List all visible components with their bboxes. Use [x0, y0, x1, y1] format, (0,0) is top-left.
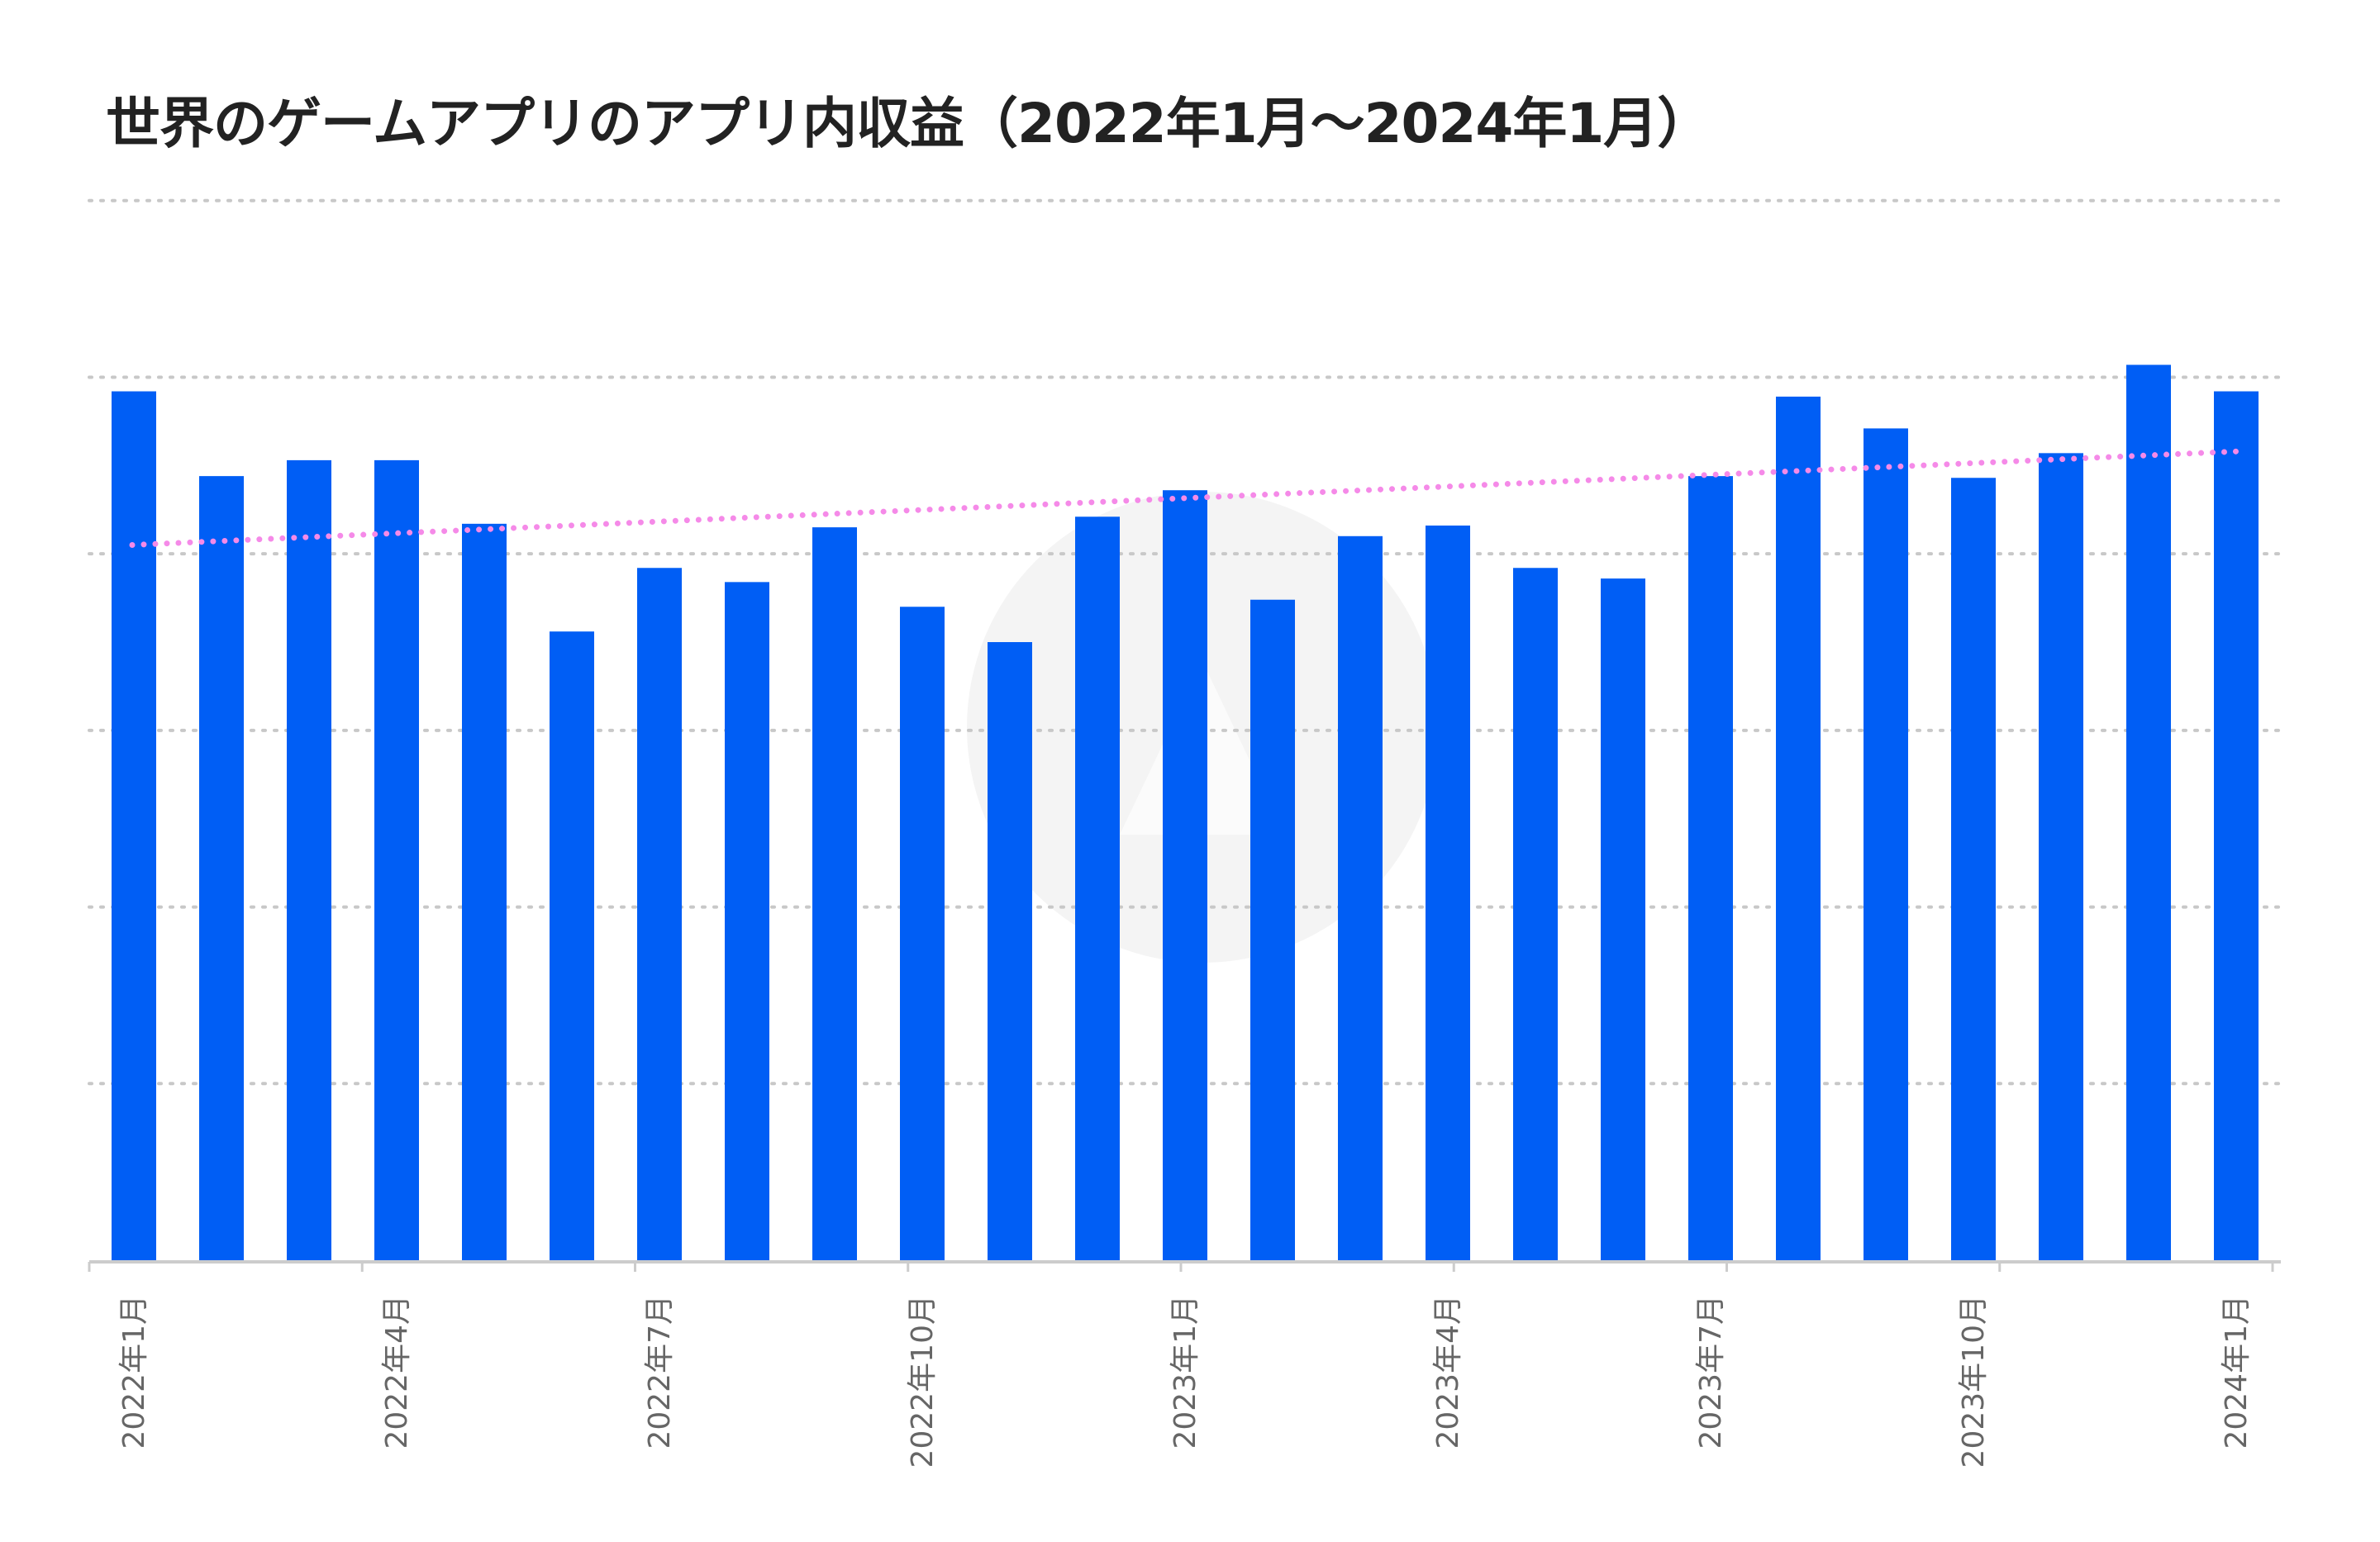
x-tick-labels: 2022年1月 2022年4月 2022年7月 2022年10月 2023年1月 2023… [117, 1295, 2254, 1468]
x-tick-label: 2023年7月 [1694, 1295, 1728, 1449]
bar [199, 476, 244, 1260]
bar [725, 582, 769, 1260]
x-tick-label: 2022年10月 [906, 1295, 940, 1468]
bars [112, 364, 2259, 1261]
bar [812, 527, 857, 1260]
x-tick-label: 2023年4月 [1431, 1295, 1465, 1449]
bar [1601, 578, 1645, 1260]
x-axis [88, 1260, 2281, 1272]
bar [1513, 568, 1558, 1260]
bar [112, 391, 156, 1261]
bar [1338, 535, 1383, 1260]
x-tick-label: 2022年7月 [643, 1295, 677, 1449]
x-tick-label: 2022年1月 [117, 1295, 151, 1449]
x-tick-label: 2024年1月 [2220, 1295, 2254, 1449]
gridlines [88, 198, 2282, 1086]
bar [550, 631, 594, 1260]
x-tick-label: 2022年4月 [380, 1295, 414, 1449]
bar [462, 523, 507, 1260]
bar [2039, 453, 2083, 1260]
x-tick-label: 2023年1月 [1169, 1295, 1202, 1449]
trendline [129, 448, 2241, 548]
bar [1688, 476, 1733, 1260]
bar [287, 459, 331, 1260]
bar [1951, 478, 1996, 1260]
bar [1163, 490, 1207, 1260]
chart-title: 世界のゲームアプリのアプリ内収益（2022年1月〜2024年1月） [106, 92, 1711, 155]
bar [2214, 391, 2259, 1261]
bar [1776, 396, 1821, 1260]
bar [1864, 428, 1908, 1260]
bar [2126, 364, 2171, 1260]
bar [374, 459, 419, 1260]
bar [988, 642, 1032, 1260]
bar [637, 568, 682, 1260]
trendline-line [129, 448, 2241, 548]
x-tick-label: 2023年10月 [1957, 1295, 1991, 1468]
bar [1250, 599, 1295, 1260]
bar [1075, 516, 1120, 1260]
bar [1426, 525, 1470, 1260]
bar [900, 607, 945, 1260]
